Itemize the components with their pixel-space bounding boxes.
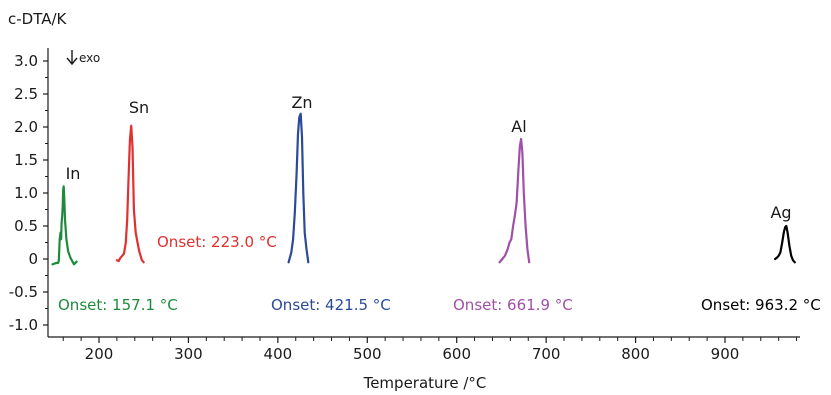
- x-tick-label: 700: [532, 345, 561, 363]
- series-layer: [51, 112, 796, 266]
- x-tick-label: 600: [442, 345, 471, 363]
- exo-label: exo: [79, 51, 100, 65]
- onset-label-al: Onset: 661.9 °C: [453, 296, 573, 314]
- onset-label-zn: Onset: 421.5 °C: [271, 296, 391, 314]
- y-tick-label: 0.5: [14, 217, 38, 235]
- x-axis-title: Temperature /°C: [363, 374, 487, 392]
- peak-label-ag: Ag: [770, 203, 791, 222]
- y-tick-label: 3.0: [14, 52, 38, 70]
- series-line-in: [51, 185, 78, 266]
- onset-label-in: Onset: 157.1 °C: [58, 296, 178, 314]
- y-tick-label: 2.5: [14, 85, 38, 103]
- peak-label-sn: Sn: [129, 98, 149, 117]
- x-ticks: 200 300 400 500 600 700 800 900: [62, 337, 798, 363]
- x-tick-label: 900: [711, 345, 740, 363]
- exo-marker: exo: [66, 50, 100, 66]
- y-ticks: 3.0 2.5 2.0 1.5 1.0 0.5 0 -0.5 -1.0: [9, 52, 48, 334]
- series-line-ag: [773, 224, 796, 264]
- peak-label-al: Al: [511, 117, 526, 136]
- exo-arrowhead-icon: [66, 57, 78, 66]
- series-line-al: [498, 137, 531, 264]
- y-tick-label: 1.0: [14, 184, 38, 202]
- peak-label-in: In: [66, 164, 81, 183]
- y-tick-label: -0.5: [9, 283, 38, 301]
- series-line-sn: [115, 124, 145, 264]
- y-tick-label: 2.0: [14, 118, 38, 136]
- x-tick-label: 500: [353, 345, 382, 363]
- y-tick-label: 0: [28, 250, 38, 268]
- onset-label-sn: Onset: 223.0 °C: [157, 233, 277, 251]
- peak-label-zn: Zn: [291, 93, 312, 112]
- series-line-zn: [287, 112, 310, 264]
- x-tick-label: 400: [264, 345, 293, 363]
- y-tick-label: 1.5: [14, 151, 38, 169]
- x-tick-label: 800: [621, 345, 650, 363]
- x-tick-label: 300: [174, 345, 203, 363]
- y-tick-label: -1.0: [9, 316, 38, 334]
- x-tick-label: 200: [85, 345, 114, 363]
- y-axis-title: c-DTA/K: [8, 10, 68, 28]
- onset-label-ag: Onset: 963.2 °C: [701, 296, 821, 314]
